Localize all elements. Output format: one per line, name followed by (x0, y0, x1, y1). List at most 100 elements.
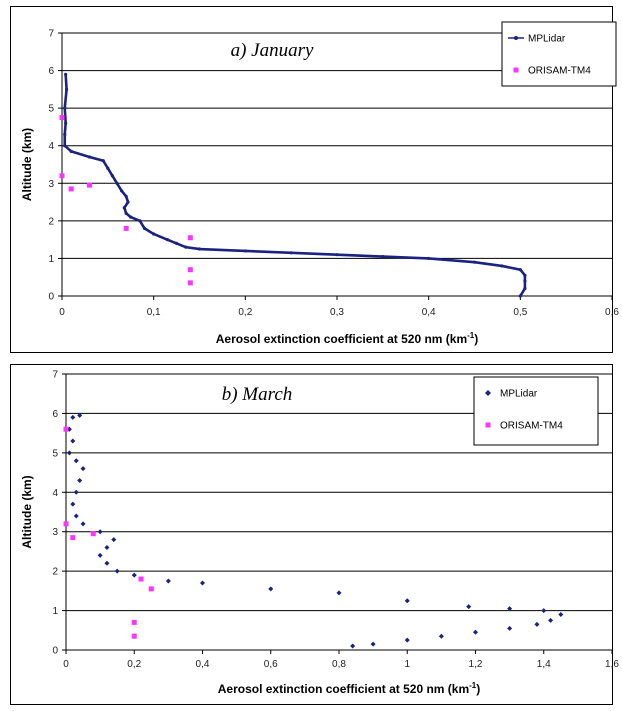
data-point (138, 576, 144, 582)
x-tick-label: 0,4 (196, 659, 210, 670)
x-axis-label-main: Aerosol extinction coefficient at 520 nm… (216, 332, 467, 346)
x-tick-label: 1,2 (469, 659, 483, 670)
y-tick-label: 6 (48, 66, 54, 77)
data-point (63, 132, 67, 137)
data-point (541, 608, 547, 614)
data-point (126, 200, 130, 204)
data-point (70, 501, 76, 507)
data-point (438, 633, 444, 639)
data-point (122, 206, 126, 210)
x-tick-label: 0,2 (238, 307, 252, 318)
data-point (90, 531, 96, 537)
chart-title: b) March (222, 384, 293, 405)
data-point (73, 513, 79, 519)
y-tick-label: 0 (52, 646, 58, 657)
y-axis-label: Altitude (km) (20, 128, 34, 201)
legend-label: ORISAM-TM4 (528, 66, 591, 77)
data-point (115, 181, 119, 185)
data-point (114, 568, 120, 574)
y-tick-label: 0 (48, 292, 54, 303)
chart-title: a) January (231, 40, 314, 61)
data-point (534, 621, 540, 627)
y-tick-label: 2 (52, 567, 58, 578)
data-point (518, 268, 522, 272)
chart-panel-march: 0 1 2 3 4 5 6 7 0 0,2 0,4 0,6 0,8 1 1,2 1,4 1,6 Aerosol e… (0, 362, 622, 706)
chart-january: 0 1 2 3 4 5 6 7 0 0,1 0,2 0,3 0,4 0,5 0,6 Aerosol extin… (10, 6, 619, 353)
data-point (165, 578, 171, 584)
data-point (63, 144, 67, 148)
data-point (548, 617, 554, 623)
legend-swatch (485, 422, 491, 428)
legend-label: MPLidar (528, 34, 566, 45)
x-tick-label: 0 (59, 307, 65, 318)
y-tick-label: 3 (48, 179, 54, 190)
data-point (523, 279, 527, 283)
data-point (77, 412, 83, 418)
data-point (350, 643, 356, 649)
data-point (200, 580, 205, 586)
data-point (187, 267, 193, 273)
data-point (123, 225, 129, 231)
x-axis-label-main: Aerosol extinction coefficient at 520 nm… (218, 682, 469, 696)
data-point (77, 477, 83, 483)
data-point (187, 235, 193, 241)
data-point (110, 174, 115, 178)
data-point (106, 166, 110, 170)
data-point (148, 586, 154, 592)
data-point (381, 254, 385, 259)
data-point (104, 560, 110, 566)
data-point (80, 521, 86, 527)
data-point (97, 529, 103, 535)
data-point (63, 521, 69, 527)
data-point (111, 537, 117, 543)
data-point (124, 211, 128, 215)
x-axis-label-superscript: -1 (469, 681, 477, 690)
data-point (87, 182, 92, 188)
x-tick-label: 1,4 (537, 659, 551, 670)
data-point (63, 426, 69, 432)
x-tick-label: 0,4 (422, 307, 436, 318)
x-axis-label: Aerosol extinction coefficient at 520 nm… (218, 681, 481, 696)
data-point (131, 633, 137, 639)
series-mplidar (66, 412, 564, 649)
x-tick-label: 1,6 (605, 659, 619, 670)
x-tick-label: 0,3 (330, 307, 344, 318)
data-point (142, 226, 147, 230)
legend-swatch (513, 67, 519, 73)
data-point (66, 450, 72, 456)
x-tick-label: 0,8 (332, 659, 346, 670)
data-point (243, 249, 247, 253)
legend-box (501, 21, 617, 87)
data-point (59, 173, 65, 179)
x-tick-label: 0,2 (127, 659, 141, 670)
y-tick-label: 6 (52, 409, 58, 420)
data-point (404, 598, 410, 604)
data-point (472, 260, 477, 264)
data-point (518, 294, 522, 298)
legend: MPLidar ORISAM-TM4 (473, 376, 599, 446)
data-point (70, 535, 76, 541)
x-axis-label: Aerosol extinction coefficient at 520 nm… (216, 331, 479, 346)
data-point (197, 247, 202, 251)
data-point (119, 189, 124, 193)
data-point (101, 159, 105, 163)
y-tick-label: 4 (52, 488, 58, 499)
data-point (80, 466, 86, 472)
data-point (131, 572, 137, 578)
data-point (336, 590, 342, 596)
x-tick-label: 0,1 (147, 307, 161, 318)
data-point (289, 251, 293, 255)
data-point (466, 604, 472, 610)
data-point (473, 629, 478, 635)
data-point (268, 586, 274, 592)
legend-swatch (485, 390, 491, 396)
data-point (507, 606, 513, 612)
series-orisam-tm4 (63, 426, 154, 639)
legend: MPLidar ORISAM-TM4 (501, 21, 617, 87)
data-point (68, 186, 74, 192)
data-point (165, 238, 170, 242)
data-point (73, 458, 79, 464)
data-point (64, 87, 69, 91)
data-point (64, 72, 68, 76)
data-point (138, 219, 142, 223)
